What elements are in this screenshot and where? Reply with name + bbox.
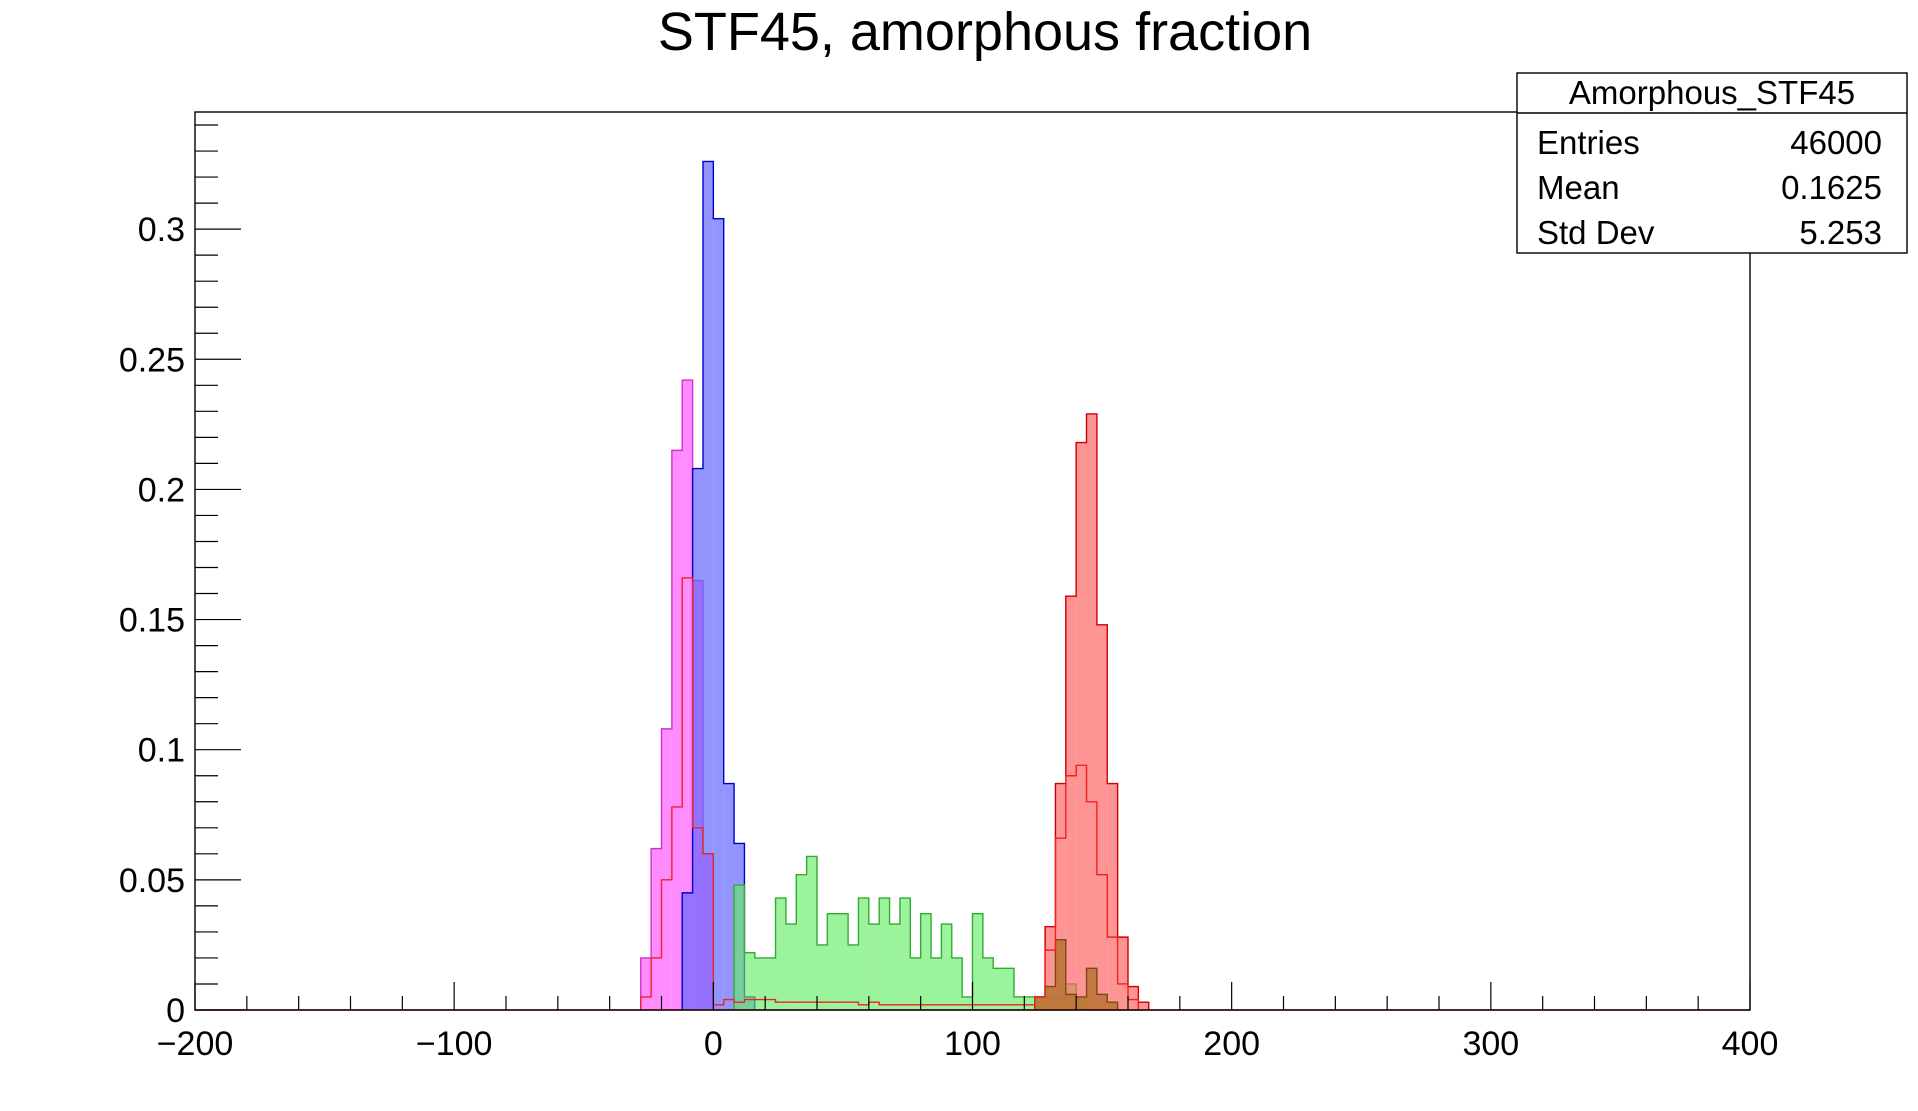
- y-tick-label: 0: [166, 992, 185, 1030]
- bar: [941, 924, 952, 1010]
- bar: [837, 913, 849, 1010]
- bar: [640, 957, 652, 1010]
- bar: [972, 913, 983, 1010]
- bar: [1076, 442, 1087, 1010]
- stats-box-name: Amorphous_STF45: [1569, 74, 1855, 111]
- bar: [962, 996, 973, 1010]
- bar: [899, 898, 911, 1010]
- stats-box: Amorphous_STF45 Entries 46000 Mean 0.1625 Std…: [1516, 72, 1908, 254]
- bar: [806, 856, 817, 1010]
- stats-row-value: 46000: [1790, 124, 1882, 161]
- bar: [1065, 994, 1077, 1010]
- series-3: [1034, 413, 1150, 1010]
- y-tick-label: 0.1: [138, 732, 185, 770]
- bar: [1034, 996, 1046, 1010]
- x-tick-label: 100: [944, 1025, 1001, 1063]
- bar: [1138, 1002, 1149, 1010]
- bar: [1107, 1002, 1118, 1010]
- bar: [682, 380, 693, 1011]
- series-outline: [733, 855, 1088, 1010]
- stats-row-label: Mean: [1537, 169, 1620, 206]
- bar: [692, 468, 703, 1010]
- x-tick-label: 200: [1203, 1025, 1260, 1063]
- bar: [1003, 968, 1014, 1010]
- bar: [879, 898, 890, 1010]
- stats-box-frame: [1516, 72, 1908, 254]
- x-tick-label: 400: [1722, 1025, 1779, 1063]
- bar: [1065, 596, 1077, 1010]
- bar: [734, 885, 745, 1010]
- bar: [671, 450, 683, 1010]
- bar: [982, 957, 994, 1010]
- bar: [713, 218, 724, 1010]
- bar: [723, 783, 735, 1010]
- bar: [682, 892, 693, 1010]
- bar: [775, 898, 786, 1010]
- bar: [1096, 624, 1108, 1010]
- series-2: [733, 855, 1088, 1010]
- bar: [858, 898, 869, 1010]
- x-tick-label: −100: [416, 1025, 493, 1063]
- bar: [817, 944, 828, 1010]
- bar: [651, 848, 662, 1010]
- bar: [1086, 413, 1097, 1010]
- bar: [796, 874, 807, 1010]
- bar: [827, 913, 838, 1010]
- bar: [1107, 783, 1118, 1010]
- bar: [1086, 968, 1097, 1010]
- bar: [1055, 939, 1066, 1010]
- bar: [1045, 926, 1056, 1010]
- bar: [1045, 986, 1056, 1010]
- bar: [951, 957, 963, 1010]
- bar: [848, 944, 859, 1010]
- bar: [1013, 996, 1025, 1010]
- bar: [661, 728, 672, 1010]
- stats-row-label: Std Dev: [1537, 214, 1655, 251]
- bar: [744, 952, 755, 1010]
- stats-row-value: 0.1625: [1781, 169, 1882, 206]
- series-outline: [1034, 413, 1150, 1010]
- bar: [785, 924, 797, 1010]
- y-tick-label: 0.15: [119, 602, 185, 640]
- bar: [1117, 937, 1128, 1010]
- bar: [1055, 783, 1066, 1010]
- bar: [868, 924, 880, 1010]
- series-4: [1034, 939, 1119, 1010]
- x-tick-label: −200: [157, 1025, 234, 1063]
- bar: [920, 913, 932, 1010]
- axes: −200 −100 0 100 200 300 400 0 0.05 0.1 0.15 0.2 0.25…: [119, 124, 1779, 1063]
- chart-title: STF45, amorphous fraction: [658, 2, 1312, 62]
- bar: [1076, 996, 1087, 1010]
- y-tick-label: 0.25: [119, 341, 185, 379]
- bar: [931, 957, 942, 1010]
- series-outline: [640, 577, 1140, 1010]
- bar: [765, 957, 776, 1010]
- histogram-bars: [195, 160, 1750, 1011]
- y-tick-label: 0.3: [138, 211, 185, 249]
- stats-row-label: Entries: [1537, 124, 1640, 161]
- bar: [1128, 986, 1139, 1010]
- y-tick-label: 0.05: [119, 862, 185, 900]
- x-tick-label: 0: [704, 1025, 723, 1063]
- bar: [910, 957, 921, 1010]
- bar: [754, 957, 766, 1010]
- x-tick-label: 300: [1462, 1025, 1519, 1063]
- bar: [1096, 994, 1108, 1010]
- bar: [702, 161, 714, 1010]
- series-5: [640, 577, 1140, 1010]
- bar: [1024, 996, 1035, 1010]
- bar: [889, 924, 900, 1010]
- y-tick-label: 0.2: [138, 471, 185, 509]
- stats-row-value: 5.253: [1799, 214, 1882, 251]
- bar: [993, 968, 1004, 1010]
